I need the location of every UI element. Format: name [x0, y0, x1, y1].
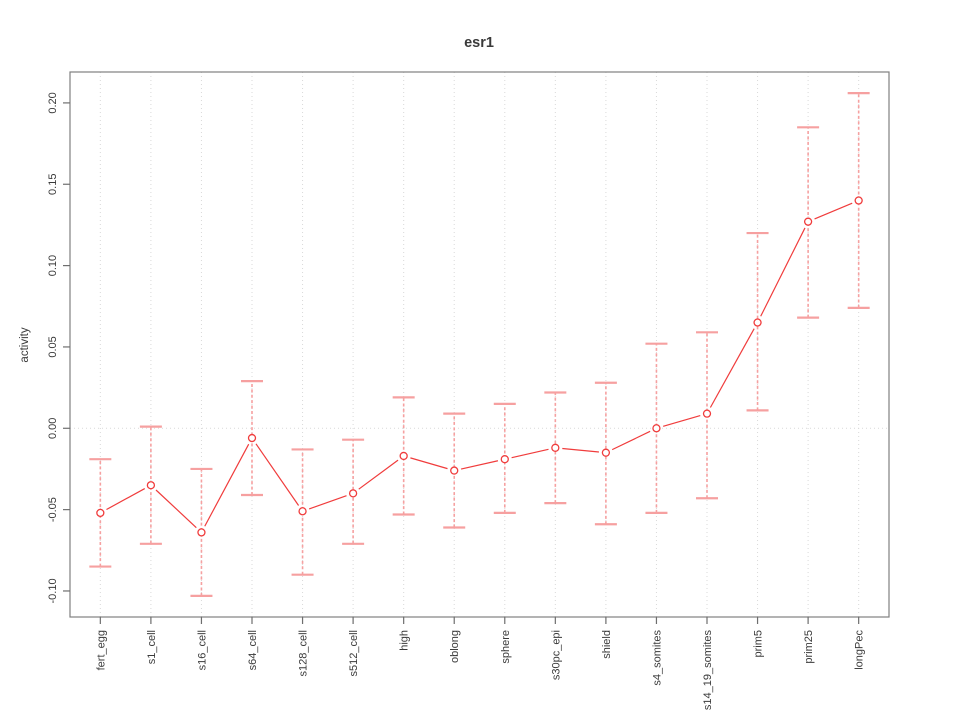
y-tick-label: 0.05: [47, 336, 59, 357]
plot-box: [69, 71, 890, 618]
x-tick-label: shield: [601, 630, 613, 659]
data-point: [601, 448, 611, 457]
y-tick-label: 0.10: [47, 255, 59, 276]
x-tick-label: prim25: [803, 630, 815, 664]
x-tick-label: s1_cell: [146, 630, 158, 664]
x-tick-label: s14_19_somites: [702, 630, 714, 711]
series-segment: [814, 202, 853, 220]
series-segment: [155, 489, 197, 529]
x-tick-label: prim5: [753, 630, 765, 658]
error-bar: [291, 448, 314, 576]
y-tick-label: -0.05: [47, 497, 59, 522]
data-point: [450, 466, 459, 475]
series-segment: [709, 328, 755, 408]
data-point: [652, 424, 661, 433]
data-point: [753, 318, 762, 327]
series-segment: [562, 447, 599, 453]
data-point: [96, 508, 105, 518]
x-tick-label: high: [399, 630, 411, 651]
x-tick-label: s16_cell: [196, 630, 208, 670]
grid-layer: [70, 72, 889, 617]
data-point: [197, 528, 206, 537]
chart-title: esr1: [464, 35, 494, 51]
series-segment: [106, 488, 146, 511]
data-point: [803, 217, 813, 226]
error-bar: [645, 342, 668, 514]
series-segment: [308, 495, 347, 510]
data-point: [551, 443, 560, 452]
series-segment: [611, 430, 651, 451]
data-point: [854, 196, 863, 205]
x-tick-label: s4_somites: [651, 630, 663, 686]
series-segment: [511, 448, 549, 459]
series-segment: [663, 415, 701, 427]
x-tick-label: fert_egg: [95, 630, 107, 670]
series-segment: [760, 227, 806, 317]
error-bar: [139, 425, 162, 545]
error-bar: [392, 396, 415, 516]
data-point: [146, 481, 156, 490]
y-tick-label: -0.10: [47, 578, 59, 603]
y-tick-label: 0.00: [47, 418, 59, 439]
data-point: [399, 451, 408, 461]
x-tick-label: s512_cell: [348, 630, 360, 676]
x-tick-label: s64_cell: [247, 630, 259, 670]
series-segment: [204, 443, 250, 527]
y-tick-label: 0.15: [47, 174, 59, 195]
x-tick-label: oblong: [449, 630, 461, 663]
x-tick-label: s30pc_epi: [550, 630, 562, 680]
y-axis-label: activity: [19, 327, 31, 362]
series-segment: [410, 457, 448, 470]
x-tick-label: sphere: [500, 630, 512, 664]
data-point: [247, 433, 257, 443]
x-tick-label: longPec: [854, 630, 866, 670]
data-point: [500, 455, 509, 464]
error-bar: [89, 458, 112, 568]
error-bar: [847, 92, 870, 309]
data-layer: [89, 92, 870, 597]
axes-layer: -0.10 -0.05 0.00 0.05 0.10 0.15 0.20 fert_egg s1…: [47, 71, 890, 711]
error-bar: [342, 438, 365, 545]
series-segment: [460, 460, 499, 470]
data-point: [298, 507, 307, 516]
y-tick-label: 0.20: [47, 92, 59, 113]
x-tick-label: s128_cell: [298, 630, 310, 676]
series-segment: [358, 459, 399, 490]
data-point: [348, 489, 358, 498]
data-point: [702, 409, 712, 418]
error-bar: [190, 467, 213, 597]
series-segment: [255, 443, 300, 506]
error-bar: [797, 126, 820, 319]
